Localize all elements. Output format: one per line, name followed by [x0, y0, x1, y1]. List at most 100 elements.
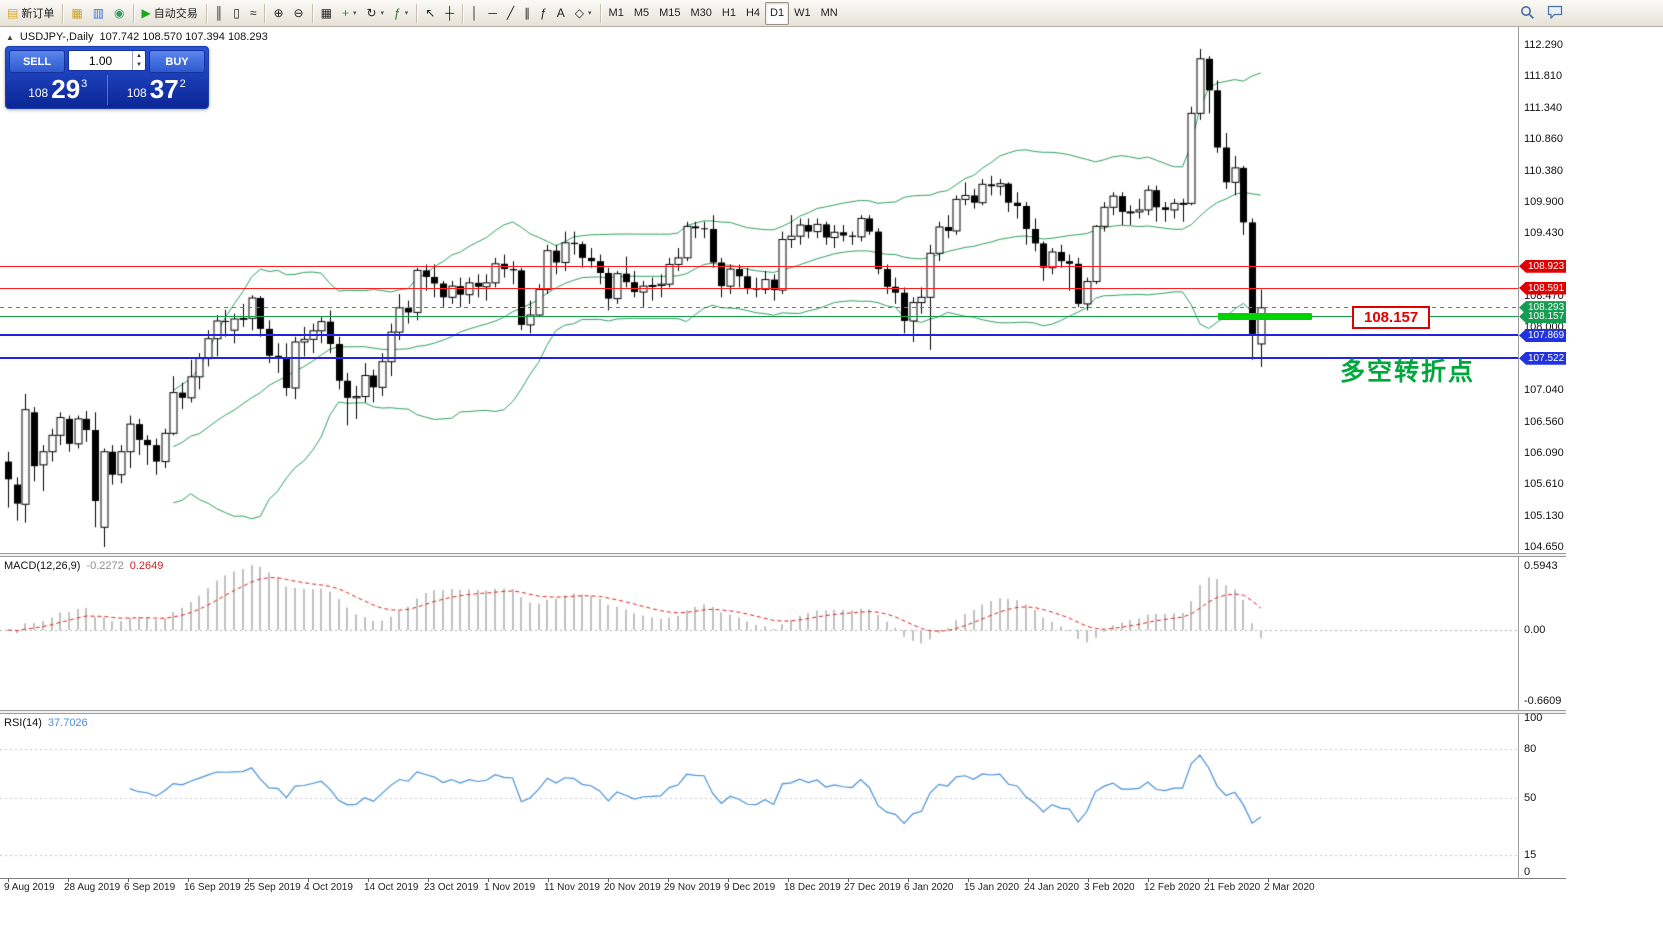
arrows-button[interactable]: ◇ ▾ [570, 2, 597, 25]
tf-m15-button-label: M15 [659, 7, 681, 19]
profiles-cycle-button[interactable]: ↻ ▾ [361, 2, 389, 25]
tile-windows-button[interactable]: ▦ [316, 2, 337, 25]
time-axis-tick [548, 878, 549, 882]
autotrading-button[interactable]: ▶ 自动交易 [137, 2, 203, 25]
time-axis-label: 23 Oct 2019 [424, 882, 479, 893]
time-axis-tick [908, 878, 909, 882]
tf-h4-button[interactable]: H4 [741, 2, 765, 25]
tf-h1-button[interactable]: H1 [717, 2, 741, 25]
tf-mn-button[interactable]: MN [816, 2, 843, 25]
search-icon[interactable] [1516, 2, 1538, 23]
line-chart-button[interactable]: ≈ [245, 2, 262, 25]
toolbar-right [1516, 2, 1566, 23]
trendline-button[interactable]: ╱ [502, 2, 519, 25]
macd-axis-label: 0.00 [1524, 624, 1546, 636]
chart-type-group: ║ ▯ ≈ [210, 2, 262, 25]
channel-button[interactable]: ∥ [519, 2, 535, 25]
volume-up-button[interactable]: ▲ [136, 52, 142, 59]
rsi-panel-separator[interactable] [0, 710, 1566, 714]
pivot-price-label[interactable]: 108.157 [1352, 305, 1431, 329]
buy-button[interactable]: BUY [149, 50, 205, 73]
symbol-label: USDJPY-,Daily [19, 31, 94, 43]
time-axis-label: 20 Nov 2019 [604, 882, 661, 893]
chat-icon[interactable] [1544, 2, 1566, 23]
profiles-cycle-button-icon: ↻ [366, 6, 377, 20]
vertical-line-button[interactable]: │ [466, 2, 484, 25]
cursor-group: ↖ ┼ [420, 2, 459, 25]
time-axis-tick [1268, 878, 1269, 882]
bar-chart-button[interactable]: ║ [210, 2, 229, 25]
zoom-out-button[interactable]: ⊖ [289, 2, 309, 25]
pivot-line[interactable] [0, 316, 1518, 318]
time-axis-label: 24 Jan 2020 [1024, 882, 1080, 893]
chinese-annotation[interactable]: 多空转折点 [1340, 358, 1476, 386]
tf-w1-button[interactable]: W1 [789, 2, 816, 25]
time-axis-label: 12 Feb 2020 [1144, 882, 1201, 893]
text-button[interactable]: A [552, 2, 570, 25]
time-axis-tick [1208, 878, 1209, 882]
tf-m30-button[interactable]: M30 [686, 2, 717, 25]
zoom-group: ⊕ ⊖ [268, 2, 308, 25]
price-axis-label: 109.430 [1524, 227, 1564, 240]
cursor-button[interactable]: ↖ [420, 2, 440, 25]
vertical-line-button-icon: │ [470, 6, 479, 20]
fibonacci-button[interactable]: ƒ [535, 2, 552, 25]
new-order-button[interactable]: ▤ 新订单 [2, 2, 59, 25]
support-line-1[interactable] [0, 334, 1518, 337]
tf-m5-button[interactable]: M5 [629, 2, 654, 25]
bid-price-line[interactable] [0, 307, 1518, 309]
zoom-in-button[interactable]: ⊕ [268, 2, 288, 25]
buy-price-display[interactable]: 108 37 2 [106, 75, 206, 105]
profiles-button[interactable]: ▥ [88, 2, 109, 25]
main-chart-canvas[interactable] [0, 27, 1518, 553]
rsi-axis-label: 50 [1524, 792, 1537, 804]
window-tools-group: ▦ + ▾ ↻ ▾ ƒ ▾ [316, 2, 414, 25]
text-button-icon: A [556, 6, 565, 20]
crosshair-button[interactable]: ┼ [440, 2, 459, 25]
time-axis-tick [1148, 878, 1149, 882]
resistance-line-1[interactable] [0, 265, 1518, 267]
tile-windows-button-icon: ▦ [320, 6, 332, 20]
tf-d1-button[interactable]: D1 [765, 1, 790, 25]
new-order-button-label: 新订单 [21, 8, 55, 20]
candlestick-chart-button[interactable]: ▯ [228, 2, 245, 25]
tf-m5-button-label: M5 [633, 7, 650, 19]
rsi-axis-label: 15 [1524, 849, 1537, 861]
sell-price-display[interactable]: 108 29 3 [9, 75, 107, 105]
price-tag-107.522: 107.522 [1519, 351, 1566, 365]
volume-input[interactable]: 1.00 ▲ ▼ [68, 50, 146, 71]
time-axis-tick [368, 878, 369, 882]
support-line-2[interactable] [0, 357, 1518, 360]
time-axis-label: 6 Jan 2020 [904, 882, 954, 893]
resistance-line-2[interactable] [0, 287, 1518, 289]
one-click-toggle-icon[interactable]: ▲ [6, 32, 14, 42]
time-axis-label: 2 Mar 2020 [1264, 882, 1315, 893]
channel-button-icon: ∥ [524, 6, 531, 20]
toolbar-separator [132, 3, 134, 23]
price-axis-label: 105.130 [1524, 509, 1564, 522]
sell-button[interactable]: SELL [9, 50, 65, 73]
price-tag-108.157: 108.157 [1519, 310, 1566, 324]
rsi-panel-canvas[interactable] [0, 714, 1518, 878]
time-axis-label: 28 Aug 2019 [64, 882, 121, 893]
new-chart-button[interactable]: + ▾ [337, 2, 362, 25]
zoom-out-button-icon: ⊖ [293, 6, 304, 20]
volume-down-button[interactable]: ▼ [136, 61, 142, 68]
price-axis-label: 111.810 [1524, 70, 1563, 83]
main-toolbar: ▤ 新订单 ▦ ▥ ◉ ▶ 自动交易 ║ ▯ ≈ ⊕ ⊖ ▦ + ▾ ↻ ▾ ƒ ▾ ↖ ┼ │ ─ ╱ ∥ ƒ A ◇ ▾ M1 M5 M1… [0, 0, 1663, 27]
macd-panel-canvas[interactable] [0, 557, 1518, 710]
horizontal-line-button[interactable]: ─ [483, 2, 502, 25]
pivot-highlight-segment[interactable] [1218, 313, 1312, 321]
tf-m1-button[interactable]: M1 [604, 2, 629, 25]
arrows-button-dropdown-icon: ▾ [588, 10, 592, 17]
volume-value[interactable]: 1.00 [88, 53, 113, 68]
time-axis-label: 25 Sep 2019 [244, 882, 301, 893]
tf-mn-button-label: MN [820, 7, 838, 19]
market-watch-button[interactable]: ◉ [109, 2, 129, 25]
time-axis-tick [788, 878, 789, 882]
tf-m15-button[interactable]: M15 [654, 2, 685, 25]
charts-menu-button[interactable]: ▦ [66, 2, 87, 25]
macd-panel-separator[interactable] [0, 553, 1566, 557]
indicators-button[interactable]: ƒ ▾ [389, 2, 413, 25]
